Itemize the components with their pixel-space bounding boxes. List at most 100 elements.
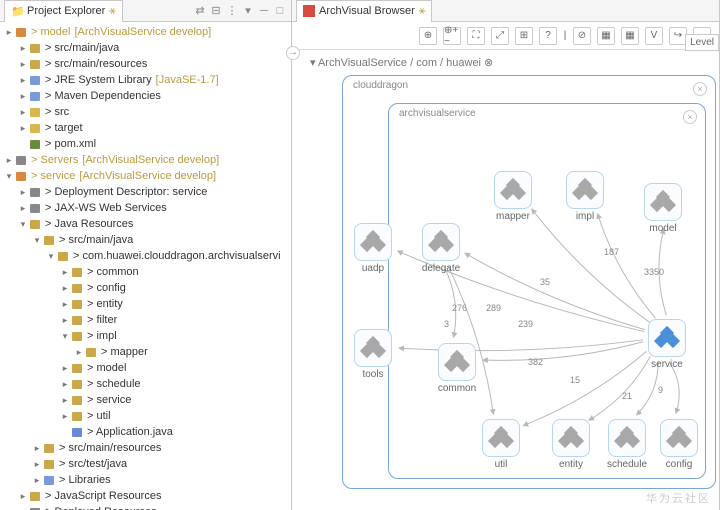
toolbar-button[interactable]: V [645,27,663,45]
node-model[interactable]: model [638,183,688,234]
twisty-icon[interactable]: ▸ [18,91,28,102]
twisty-icon[interactable]: ▸ [18,75,28,86]
node-uadp[interactable]: uadp [348,223,398,274]
twisty-icon[interactable]: ▸ [60,299,70,310]
tree-node[interactable]: ▸> common [0,264,291,280]
tree-node[interactable]: ▸> src/test/java [0,456,291,472]
twisty-icon[interactable]: ▸ [74,347,84,358]
project-explorer-tab[interactable]: 📁 Project Explorer ⚹ [4,0,123,22]
maximize-icon[interactable]: □ [273,4,287,18]
twisty-icon[interactable]: ▸ [60,315,70,326]
menu-icon[interactable]: ▾ [241,4,255,18]
toolbar-button[interactable]: ? [539,27,557,45]
tree-node[interactable]: > Application.java [0,424,291,440]
link-icon[interactable]: ⇄ [193,4,207,18]
tree-node[interactable]: ▸> src/main/resources [0,440,291,456]
twisty-icon[interactable]: ▸ [18,123,28,134]
tree-node[interactable]: ▸> util [0,408,291,424]
twisty-icon[interactable]: ▸ [18,43,28,54]
close-icon[interactable]: × [693,82,707,96]
twisty-icon[interactable]: ▸ [32,459,42,470]
toolbar-button[interactable]: | [563,27,567,45]
toolbar-button[interactable]: ⊞ [515,27,533,45]
node-service[interactable]: service [642,319,692,370]
toolbar-button[interactable]: ⊕ [419,27,437,45]
twisty-icon[interactable]: ▸ [60,267,70,278]
twisty-icon[interactable]: ▾ [46,251,56,262]
diagram-canvas[interactable]: clouddragon×archvisualservice×uadptoolsd… [302,75,709,500]
twisty-icon[interactable]: ▾ [4,171,14,182]
toolbar-button[interactable]: ⛶ [467,27,485,45]
breadcrumb[interactable]: ▾ ArchVisualService / com / huawei ⊗ [292,50,719,75]
tree-node[interactable]: ▸> JRE System Library[JavaSE-1.7] [0,72,291,88]
node-label: > src [45,106,69,118]
node-config[interactable]: config [654,419,704,470]
tree-node[interactable]: ▸> Maven Dependencies [0,88,291,104]
tree-node[interactable]: ▸> Deployment Descriptor: service [0,184,291,200]
toolbar-button[interactable]: ▦ [621,27,639,45]
level-button[interactable]: Level [685,34,719,51]
tree-node[interactable]: ▸> JavaScript Resources [0,488,291,504]
twisty-icon[interactable]: ▸ [60,379,70,390]
twisty-icon[interactable]: ▾ [18,219,28,230]
tree-node[interactable]: ▸> filter [0,312,291,328]
collapse-icon[interactable]: ⊟ [209,4,223,18]
twisty-icon[interactable]: ▸ [60,283,70,294]
twisty-icon[interactable]: ▸ [18,187,28,198]
node-util[interactable]: util [476,419,526,470]
node-tools[interactable]: tools [348,329,398,380]
node-entity[interactable]: entity [546,419,596,470]
twisty-icon[interactable]: ▸ [18,59,28,70]
archvisual-tab[interactable]: ArchVisual Browser ⚹ [296,0,432,22]
node-common[interactable]: common [432,343,482,394]
tree-node[interactable]: ▾> impl [0,328,291,344]
tree-node[interactable]: ▸> Deployed Resources [0,504,291,510]
toolbar-button[interactable]: ⤢ [491,27,509,45]
tree-node[interactable]: ▸> model[ArchVisualService develop] [0,24,291,40]
collapse-knob[interactable]: → [286,46,300,60]
tree-node[interactable]: ▸> model [0,360,291,376]
tree-node[interactable]: ▾> com.huawei.clouddragon.archvisualserv… [0,248,291,264]
twisty-icon[interactable]: ▸ [18,203,28,214]
tree-node[interactable]: ▾> Java Resources [0,216,291,232]
minimize-icon[interactable]: ─ [257,4,271,18]
tree-node[interactable]: ▸> service [0,392,291,408]
tree-node[interactable]: ▸> config [0,280,291,296]
filter-icon[interactable]: ⋮ [225,4,239,18]
tree-node[interactable]: ▸ > src [0,104,291,120]
tree-node[interactable]: ▸> src/main/java [0,40,291,56]
tree-node[interactable]: > pom.xml [0,136,291,152]
twisty-icon[interactable]: ▸ [18,107,28,118]
toolbar-button[interactable]: ⊘ [573,27,591,45]
twisty-icon[interactable]: ▸ [32,443,42,454]
tree-node[interactable]: ▸> schedule [0,376,291,392]
toolbar-button[interactable]: ⊕+− [443,27,461,45]
twisty-icon[interactable]: ▸ [60,395,70,406]
twisty-icon[interactable]: ▾ [60,331,70,342]
twisty-icon[interactable]: ▸ [4,155,14,166]
tree-node[interactable]: ▸> target [0,120,291,136]
twisty-icon[interactable]: ▸ [18,491,28,502]
node-delegate[interactable]: delegate [416,223,466,274]
twisty-icon[interactable]: ▸ [60,411,70,422]
toolbar-button[interactable]: ▦ [597,27,615,45]
tree-node[interactable]: ▸> Servers[ArchVisualService develop] [0,152,291,168]
tree-node[interactable]: ▸> entity [0,296,291,312]
close-icon[interactable]: × [683,110,697,124]
tree-node[interactable]: ▾> src/main/java [0,232,291,248]
twisty-icon[interactable]: ▾ [32,235,42,246]
project-tree[interactable]: ▸> model[ArchVisualService develop]▸> sr… [0,22,291,510]
tree-node[interactable]: ▸> src/main/resources [0,56,291,72]
node-impl[interactable]: impl [560,171,610,222]
edge-label: 239 [518,319,533,329]
twisty-icon[interactable]: ▸ [4,27,14,38]
tree-node[interactable]: ▾> service[ArchVisualService develop] [0,168,291,184]
tree-node[interactable]: ▸> JAX-WS Web Services [0,200,291,216]
twisty-icon[interactable]: ▸ [32,475,42,486]
node-schedule[interactable]: schedule [602,419,652,470]
tree-node[interactable]: ▸> mapper [0,344,291,360]
node-mapper[interactable]: mapper [488,171,538,222]
tree-node[interactable]: ▸> Libraries [0,472,291,488]
twisty-icon[interactable]: ▸ [60,363,70,374]
twisty-icon[interactable]: ▸ [18,507,28,510]
